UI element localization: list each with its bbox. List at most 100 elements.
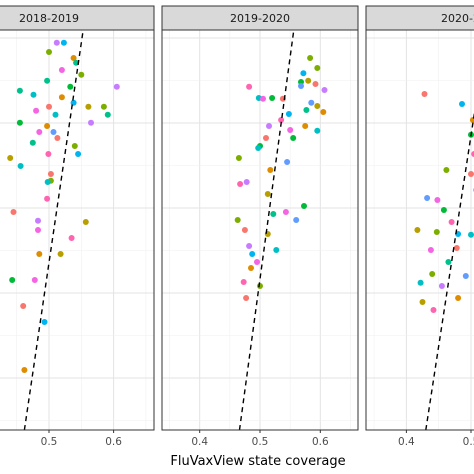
data-point (429, 271, 436, 277)
data-point (44, 77, 51, 84)
data-point (88, 119, 94, 126)
panel-background (0, 30, 154, 430)
data-point (246, 243, 253, 249)
data-point (33, 107, 40, 114)
data-point (453, 245, 460, 251)
data-point (240, 279, 247, 285)
facet-strip-label: 2020-2021 (441, 12, 474, 25)
data-point (44, 195, 51, 202)
data-point (285, 111, 292, 117)
data-point (443, 167, 450, 173)
data-point (47, 171, 54, 177)
data-point (414, 227, 421, 233)
data-point (421, 91, 428, 97)
data-point (54, 135, 61, 141)
data-point (16, 87, 23, 94)
data-point (70, 99, 77, 106)
data-point (20, 303, 27, 309)
data-point (255, 145, 262, 151)
data-point (67, 83, 74, 90)
data-point (243, 295, 250, 301)
data-point (307, 55, 314, 61)
facet-strip (365, 5, 474, 31)
data-point (241, 227, 248, 233)
data-point (308, 99, 315, 106)
data-point (257, 283, 263, 289)
data-point (29, 139, 36, 146)
data-point (273, 247, 280, 253)
data-point (445, 259, 452, 265)
data-point (293, 217, 300, 223)
data-point (85, 103, 92, 110)
data-point (9, 277, 16, 283)
data-point (82, 219, 89, 225)
x-axis-title: FluVaxView state coverage (170, 454, 345, 469)
facet-strip-label: 2018-2019 (19, 12, 79, 25)
data-point (254, 259, 260, 265)
reference-line (425, 111, 474, 431)
data-point (269, 95, 276, 101)
data-point (71, 143, 78, 149)
data-point (35, 217, 41, 224)
data-point (243, 179, 250, 185)
data-point (419, 299, 426, 305)
x-tick-label: 0.5 (41, 436, 58, 448)
data-point (440, 207, 447, 213)
facet-strip (161, 5, 359, 31)
x-tick-label: 0.6 (105, 436, 122, 448)
data-point (314, 127, 321, 134)
facet-strip-label: 2019-2020 (230, 12, 290, 25)
data-point (249, 251, 256, 257)
data-point (78, 71, 85, 78)
data-point (237, 181, 244, 187)
data-point (305, 77, 312, 84)
data-point (70, 55, 77, 61)
data-point (16, 119, 23, 126)
data-point (314, 103, 321, 109)
data-point (264, 191, 271, 197)
facet-strip (0, 5, 155, 31)
data-point (44, 179, 51, 185)
data-point (100, 103, 107, 110)
data-point (471, 151, 474, 157)
data-point (270, 211, 277, 217)
data-point (455, 295, 462, 301)
data-point (234, 217, 241, 223)
x-tick-label: 0.5 (463, 436, 474, 448)
data-point (298, 83, 304, 89)
data-point (430, 307, 437, 313)
data-point (58, 94, 65, 101)
x-tick-label: 0.4 (191, 436, 208, 448)
x-tick-label: 0.5 (252, 436, 269, 448)
data-point (46, 103, 52, 110)
data-point (75, 151, 82, 157)
data-point (433, 229, 440, 235)
data-point (60, 39, 67, 46)
data-point (434, 197, 441, 203)
data-point (468, 231, 474, 238)
reference-line (238, 29, 295, 431)
data-point (235, 155, 242, 161)
data-point (278, 117, 285, 123)
data-point (10, 209, 17, 215)
data-point (321, 87, 328, 93)
data-point (50, 129, 57, 135)
data-point (44, 123, 51, 129)
data-point (266, 123, 272, 129)
data-point (462, 273, 469, 279)
reference-line (23, 29, 84, 431)
data-point (58, 67, 65, 73)
data-point (320, 109, 327, 115)
data-point (263, 135, 269, 141)
data-point (424, 195, 431, 201)
x-tick-label: 0.6 (312, 436, 329, 448)
data-point (31, 277, 38, 283)
data-point (312, 81, 319, 87)
data-point (36, 251, 43, 257)
data-point (459, 101, 465, 107)
data-point (303, 107, 310, 113)
data-point (427, 247, 434, 253)
data-point (290, 135, 297, 141)
data-point (448, 219, 455, 225)
